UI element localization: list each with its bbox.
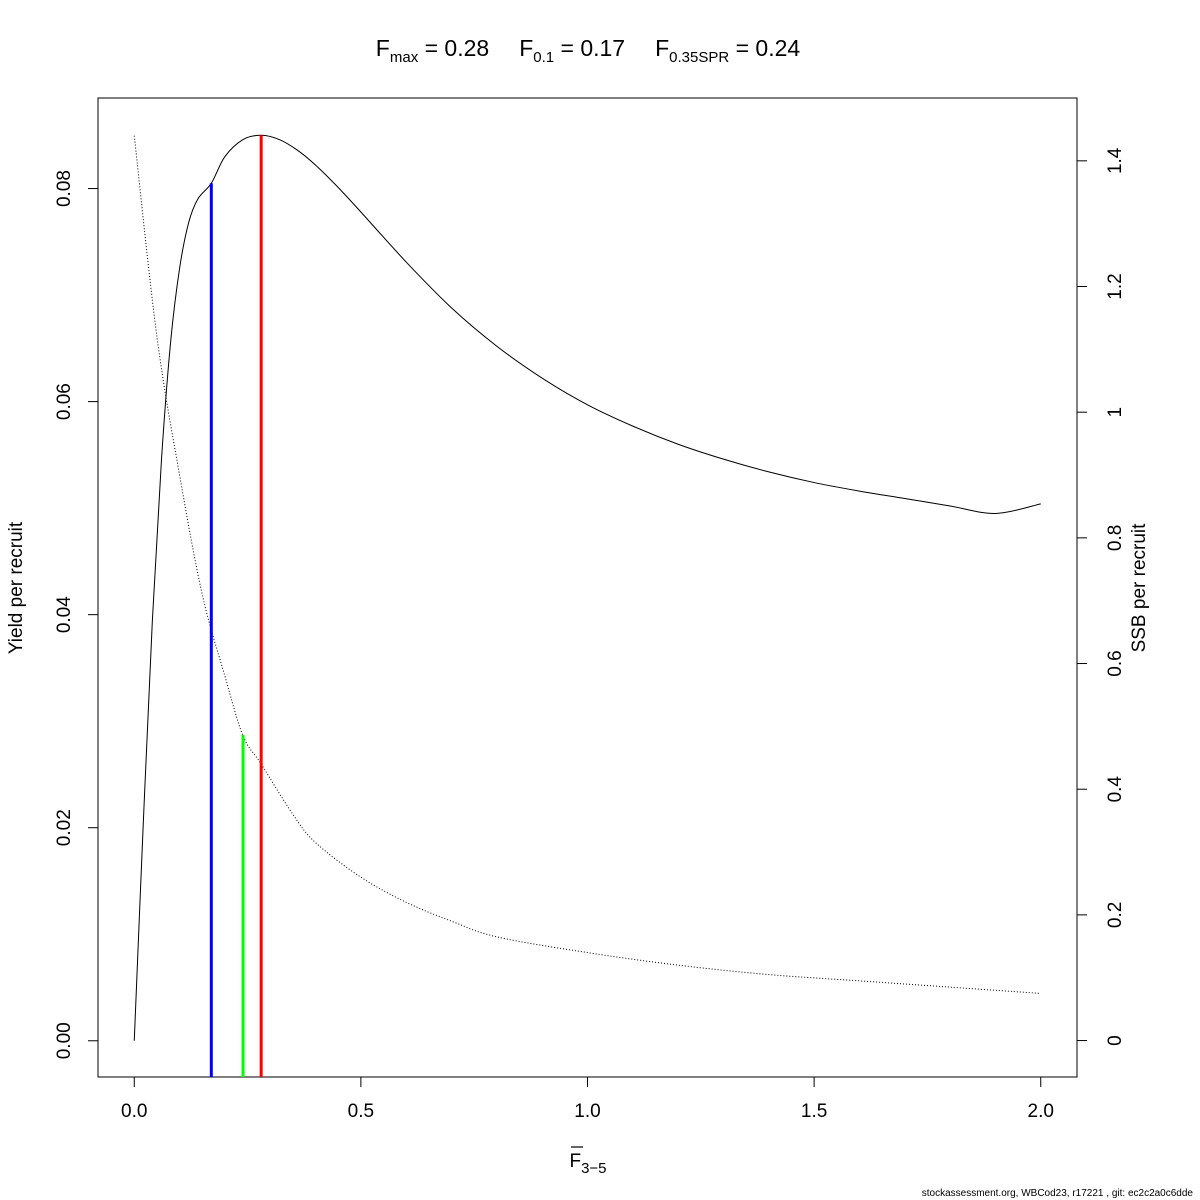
chart-title: Fmax = 0.28 F0.1 = 0.17 F0.35SPR = 0.24 [376, 35, 801, 66]
y2-tick-label: 0.8 [1105, 525, 1126, 551]
plot-frame [97, 97, 1078, 1078]
title-fmax-main: F [376, 35, 390, 61]
y-axis-right: 0 0.2 0.4 0.6 0.8 1 1.2 1.4 [1076, 147, 1126, 1046]
x-axis-title-sub: 3−5 [581, 1160, 606, 1177]
title-f01-value: = 0.17 [554, 35, 625, 61]
title-fmax-value: = 0.28 [418, 35, 489, 61]
title-f01-main: F [519, 35, 533, 61]
y2-tick-label: 0.2 [1105, 902, 1126, 928]
ssb-per-recruit-line [133, 135, 1041, 994]
title-f01-sub: 0.1 [533, 49, 554, 66]
title-f035-main: F [655, 35, 669, 61]
y-tick-label: 0.00 [54, 1022, 75, 1059]
title-f035-value: = 0.24 [729, 35, 800, 61]
y2-tick-label: 1.4 [1105, 147, 1126, 174]
x-tick-label: 0.5 [348, 1101, 374, 1122]
x-axis-title: F3−5 [569, 1151, 606, 1177]
y2-tick-label: 0 [1105, 1035, 1126, 1046]
x-tick-label: 0.0 [121, 1101, 147, 1122]
x-axis-title-main: F [569, 1151, 581, 1172]
y-axis-left: 0.00 0.02 0.04 0.06 0.08 [54, 170, 99, 1059]
y-tick-label: 0.06 [54, 383, 75, 420]
title-fmax-sub: max [390, 49, 419, 66]
y2-tick-label: 1 [1105, 407, 1126, 418]
reference-lines [209, 135, 263, 1077]
y-axis-title: Yield per recruit [6, 521, 27, 654]
series-layer [133, 134, 1041, 1041]
x-tick-label: 1.5 [801, 1101, 827, 1122]
footer-note: stockassessment.org, WBCod23, r17221 , g… [922, 1188, 1194, 1199]
y-tick-label: 0.02 [54, 809, 75, 846]
y2-tick-label: 0.4 [1105, 776, 1126, 803]
x-tick-label: 2.0 [1028, 1101, 1054, 1122]
y-tick-label: 0.08 [54, 170, 75, 207]
y2-tick-label: 0.6 [1105, 650, 1126, 676]
title-f035-sub: 0.35SPR [669, 49, 729, 66]
y2-tick-label: 1.2 [1105, 273, 1126, 299]
x-axis: 0.0 0.5 1.0 1.5 2.0 [121, 1076, 1054, 1122]
yield-per-recruit-line [133, 134, 1041, 1041]
y-tick-label: 0.04 [54, 596, 75, 633]
x-tick-label: 1.0 [574, 1101, 600, 1122]
y2-axis-title: SSB per recruit [1129, 523, 1150, 653]
